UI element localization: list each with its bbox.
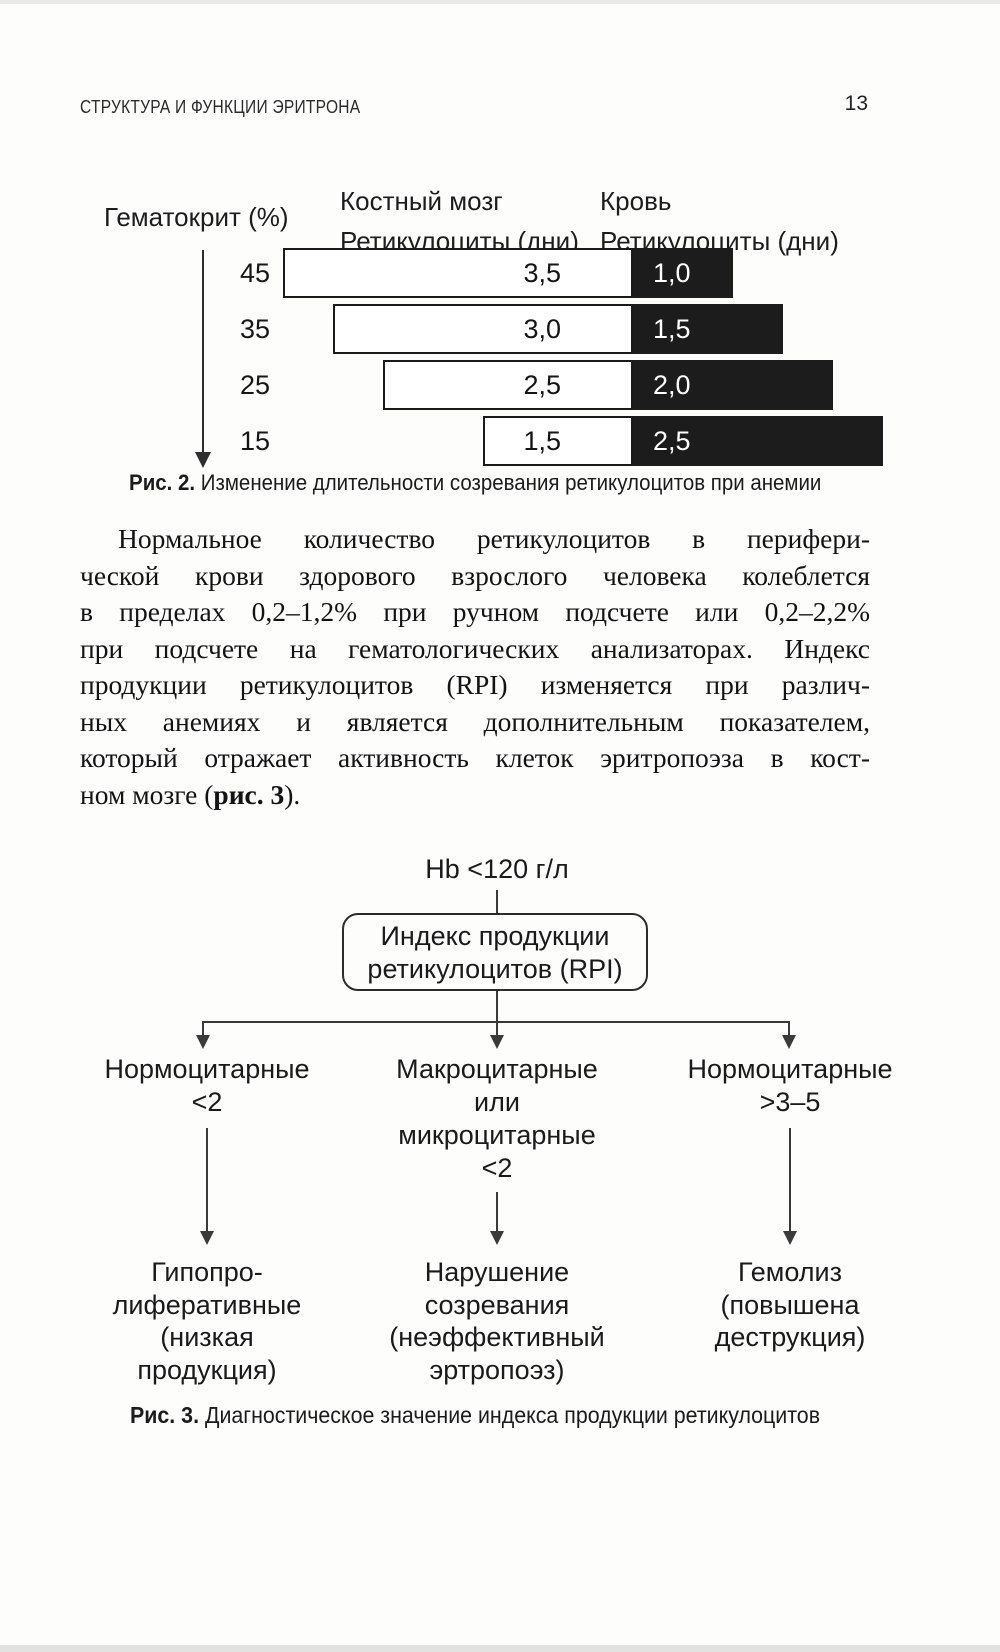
- connector-line: [496, 991, 498, 1022]
- paragraph-line: в пределах 0,2–1,2% при ручном подсчете …: [80, 596, 870, 627]
- figure-3-caption: Рис. 3. Диагностическое значение индекса…: [80, 1402, 870, 1429]
- branch-top-normocytic-low: Нормоцитарные <2: [87, 1053, 327, 1119]
- down-arrow-icon: [195, 452, 211, 468]
- bar-bone-marrow: 3,0: [333, 304, 633, 354]
- branch-label-line: >3–5: [759, 1087, 821, 1117]
- paragraph-line: ном мозге (рис. 3).: [80, 777, 870, 814]
- bar-blood: 2,0: [633, 360, 833, 410]
- hematocrit-row-label: 35: [239, 314, 270, 344]
- connector-line: [496, 1021, 498, 1036]
- column-header-line: Костный мозг: [340, 186, 503, 216]
- figure-reference: рис. 3: [213, 778, 285, 810]
- hematocrit-row-label: 15: [239, 426, 270, 456]
- branch-label-line: Гипопро-: [151, 1257, 263, 1287]
- chart-row: 15 1,5 2,5: [0, 416, 1000, 466]
- paragraph-text: ).: [284, 778, 301, 810]
- branch-label-line: созревания: [424, 1289, 570, 1320]
- down-arrow-icon: [200, 1231, 214, 1245]
- branch-label-line: продукция): [137, 1354, 277, 1385]
- connector-line: [789, 1128, 791, 1233]
- branch-label-line: (низкая: [160, 1322, 254, 1352]
- down-arrow-icon: [490, 1231, 504, 1245]
- page-number: 13: [844, 92, 868, 115]
- rpi-box-line: Индекс продукции: [380, 921, 610, 951]
- paragraph-line: Нормальное количество ретикулоцитов в пе…: [118, 523, 870, 554]
- branch-label-line: (повышена: [720, 1289, 860, 1320]
- outcome-hypoproliferative: Гипопро-лиферативные (низкая продукция): [87, 1256, 327, 1386]
- branch-label-line: (неэффективный: [389, 1322, 605, 1352]
- down-arrow-icon: [782, 1035, 796, 1049]
- branch-label-line: Нормоцитарные: [687, 1054, 893, 1084]
- down-arrow-icon: [196, 1035, 210, 1049]
- figure-label: Рис. 2.: [128, 470, 195, 495]
- running-header: СТРУКТУРА И ФУНКЦИИ ЭРИТРОНА: [80, 96, 361, 117]
- paragraph-line: ных анемиях и является дополнительным по…: [80, 705, 870, 737]
- branch-label-line: Макроцитарные: [396, 1054, 598, 1084]
- bar-blood: 2,5: [633, 416, 883, 466]
- paragraph-line: ческой крови здорового взрослого человек…: [80, 559, 870, 591]
- paragraph-line: который отражает активность клеток эритр…: [80, 742, 870, 773]
- branch-label-line: микроцитарные: [398, 1120, 596, 1150]
- connector-line: [788, 1021, 790, 1036]
- paragraph-line: продукции ретикулоцитов (RPI) изменяется…: [80, 669, 870, 700]
- chart-row: 45 3,5 1,0: [0, 248, 1000, 298]
- chart-row: 35 3,0 1,5: [0, 304, 1000, 354]
- connector-line: [496, 890, 498, 913]
- figure-caption-text: Диагностическое значение индекса продукц…: [198, 1402, 821, 1428]
- branch-label-line: эртропоэз): [429, 1354, 565, 1385]
- branch-label-line: лиферативные: [112, 1289, 302, 1320]
- chart-row: 25 2,5 2,0: [0, 360, 1000, 410]
- figure-2-caption: Рис. 2. Изменение длительности созревани…: [80, 470, 870, 496]
- branch-label-line: деструкция): [714, 1322, 866, 1352]
- branch-line: [202, 1021, 788, 1023]
- rpi-box: Индекс продукции ретикулоцитов (RPI): [342, 913, 648, 991]
- branch-label-line: Гемолиз: [737, 1257, 843, 1287]
- hematocrit-row-label: 25: [239, 370, 270, 400]
- branch-label-line: <2: [191, 1087, 223, 1117]
- figure-label: Рис. 3.: [129, 1402, 199, 1428]
- branch-label-line: или: [474, 1087, 520, 1117]
- hb-root-label: Hb <120 г/л: [425, 854, 569, 884]
- branch-label-line: <2: [481, 1153, 513, 1183]
- branch-top-macro-micro: Макроцитарные или микроцитарные <2: [377, 1053, 617, 1185]
- down-arrow-icon: [490, 1035, 504, 1049]
- connector-line: [206, 1128, 208, 1233]
- bar-blood: 1,0: [633, 248, 733, 298]
- bar-blood: 1,5: [633, 304, 783, 354]
- branch-label-line: Нормоцитарные: [104, 1054, 310, 1084]
- down-arrow-icon: [783, 1231, 797, 1245]
- rpi-box-line: ретикулоцитов (RPI): [367, 954, 623, 984]
- branch-top-normocytic-high: Нормоцитарные >3–5: [670, 1053, 910, 1119]
- bar-bone-marrow: 2,5: [383, 360, 633, 410]
- hematocrit-axis-label: Гематокрит (%): [104, 202, 289, 232]
- bar-bone-marrow: 3,5: [283, 248, 633, 298]
- hematocrit-row-label: 45: [239, 258, 270, 288]
- scan-edge-top: [0, 0, 1000, 4]
- outcome-hemolysis: Гемолиз (повышена деструкция): [670, 1256, 910, 1354]
- figure-caption-text: Изменение длительности созревания ретику…: [194, 470, 822, 495]
- bar-bone-marrow: 1,5: [483, 416, 633, 466]
- connector-line: [496, 1192, 498, 1233]
- scan-edge-bottom: [0, 1645, 1000, 1652]
- column-header-line: Кровь: [600, 186, 672, 216]
- paragraph-text: ном мозге (: [80, 778, 214, 810]
- paragraph-line: при подсчете на гематологических анализа…: [80, 632, 870, 664]
- outcome-maturation-disorder: Нарушение созревания (неэффективный эртропо…: [377, 1256, 617, 1386]
- body-paragraph: Нормальное количество ретикулоцитов в пе…: [80, 521, 870, 813]
- down-arrow-line: [202, 250, 204, 452]
- connector-line: [202, 1021, 204, 1036]
- branch-label-line: Нарушение: [424, 1257, 570, 1287]
